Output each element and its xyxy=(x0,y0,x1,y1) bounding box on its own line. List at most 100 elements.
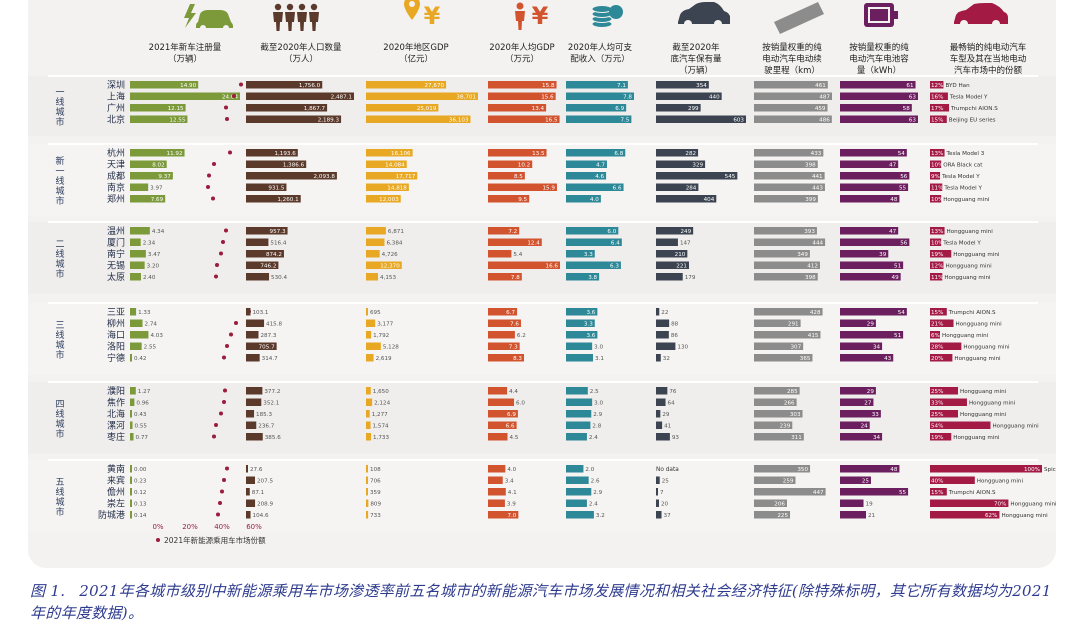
range-label: 393 xyxy=(804,229,815,235)
range-label: 398 xyxy=(805,275,816,281)
ev-market-table-chart: ¥ ¥2021年新车注册量（万辆）截至2020年人口数量（万人）2020年地区GD… xyxy=(28,0,1056,545)
city-name: 上海 xyxy=(107,91,125,103)
gdppc-label: 7.2 xyxy=(508,229,517,235)
range-bar xyxy=(754,183,825,191)
pop-bar xyxy=(246,488,250,496)
gdppc-label: 15.8 xyxy=(542,83,555,89)
bestseller-bar xyxy=(930,410,958,418)
gdp-bar xyxy=(366,104,439,112)
gdppc-label: 12.4 xyxy=(527,240,540,246)
bat-label: 25 xyxy=(862,478,870,484)
gdp-bar xyxy=(366,410,370,418)
bat-bar xyxy=(840,81,916,89)
gdp-label: 27,670 xyxy=(424,83,444,89)
tier-label-char: 市 xyxy=(55,428,64,440)
gdp-bar xyxy=(366,421,371,429)
reg-bar xyxy=(130,261,145,269)
person-body-shape xyxy=(515,11,525,30)
share-dot xyxy=(214,423,218,427)
gdppc-label: 4.5 xyxy=(510,435,519,441)
pop-label: 87.1 xyxy=(252,490,265,496)
pop-label: 236.7 xyxy=(258,423,274,429)
bestseller-model: Trumpchi AION.S xyxy=(950,106,998,112)
reg-bar xyxy=(130,354,132,362)
bestseller-bar xyxy=(930,261,944,269)
bestseller-bar xyxy=(930,238,942,246)
share-dot xyxy=(224,228,228,233)
gdp-label: 1,574 xyxy=(373,423,389,429)
pop-bar xyxy=(246,331,259,339)
range-label: 307 xyxy=(790,344,801,350)
reg-label: 4.34 xyxy=(152,229,165,235)
pop-label: 530.4 xyxy=(271,275,287,281)
pop-bar xyxy=(246,433,263,441)
gdp-label: 359 xyxy=(370,490,381,496)
range-label: 285 xyxy=(787,389,798,395)
range-bar xyxy=(754,81,828,89)
own-bar xyxy=(656,183,699,191)
car-body-shape xyxy=(196,10,233,28)
tier-label-char: 城 xyxy=(55,107,64,118)
reg-label: 12.55 xyxy=(169,117,185,123)
reg-label: 1.27 xyxy=(138,389,151,395)
bestseller-pct: 12% xyxy=(931,263,943,269)
inc-bar xyxy=(566,465,584,473)
car-body-shape xyxy=(678,2,730,24)
own-label: 147 xyxy=(680,240,691,246)
bestseller-bar xyxy=(930,183,943,191)
reg-label: 0.43 xyxy=(134,412,147,418)
reg-bar xyxy=(130,308,137,316)
bestseller-model: Hongguang mini xyxy=(945,263,992,269)
inc-bar xyxy=(566,433,587,441)
bestseller-model: Hongguang mini xyxy=(969,400,1016,406)
gdp-bar xyxy=(366,250,380,258)
people-icon xyxy=(273,3,319,31)
reg-bar xyxy=(130,227,150,235)
bat-label: 63 xyxy=(909,94,917,100)
wheel-shape xyxy=(960,20,968,28)
own-label: 179 xyxy=(685,275,696,281)
city-name: 枣庄 xyxy=(107,431,125,443)
column-header-line: 按销量权重的纯 xyxy=(849,42,909,53)
bat-label: 49 xyxy=(892,275,900,281)
gdppc-bar xyxy=(488,488,506,496)
person-head-shape xyxy=(298,3,306,11)
reg-bar xyxy=(130,172,173,180)
pop-label: 287.3 xyxy=(260,333,276,339)
gdppc-label: 13.4 xyxy=(532,106,545,112)
city-name: 北海 xyxy=(107,408,125,420)
inc-bar xyxy=(566,115,632,123)
reg-label: 2.74 xyxy=(145,321,158,327)
location-yuan-icon: ¥ xyxy=(404,0,441,30)
column-header-line: （万元） xyxy=(505,54,539,65)
gdp-bar xyxy=(366,92,478,100)
gdppc-label: 6.0 xyxy=(516,400,525,406)
own-bar xyxy=(656,227,694,235)
column-header-line: （亿元） xyxy=(399,54,433,65)
share-dot xyxy=(220,489,224,494)
reg-label: 2.55 xyxy=(144,344,157,350)
bestseller-pct: 9% xyxy=(931,174,940,180)
bat-label: 55 xyxy=(899,490,907,496)
column-header-line: 2020年地区GDP xyxy=(383,42,448,53)
tier-label-char: 一 xyxy=(55,167,64,177)
bestseller-pct: 6% xyxy=(931,333,940,339)
gdppc-bar xyxy=(488,511,519,519)
pop-bar xyxy=(246,421,257,429)
bat-bar xyxy=(840,421,870,429)
range-label: 412 xyxy=(807,263,818,269)
bestseller-model: Hongguang mini xyxy=(963,344,1010,350)
gdp-label: 2,619 xyxy=(376,356,392,362)
city-name: 太原 xyxy=(107,271,125,283)
bat-bar xyxy=(840,273,901,281)
share-dot xyxy=(222,400,226,404)
gdp-label: 5,128 xyxy=(383,344,399,350)
bestseller-bar xyxy=(930,227,945,235)
range-label: 266 xyxy=(784,400,795,406)
bestseller-model: BYD Han xyxy=(945,83,970,89)
own-label: 545 xyxy=(725,174,736,180)
tier-label-char: 市 xyxy=(55,195,64,207)
range-label: 433 xyxy=(811,151,822,157)
bestseller-pct: 10% xyxy=(931,240,943,246)
gdp-label: 36,103 xyxy=(449,117,469,123)
